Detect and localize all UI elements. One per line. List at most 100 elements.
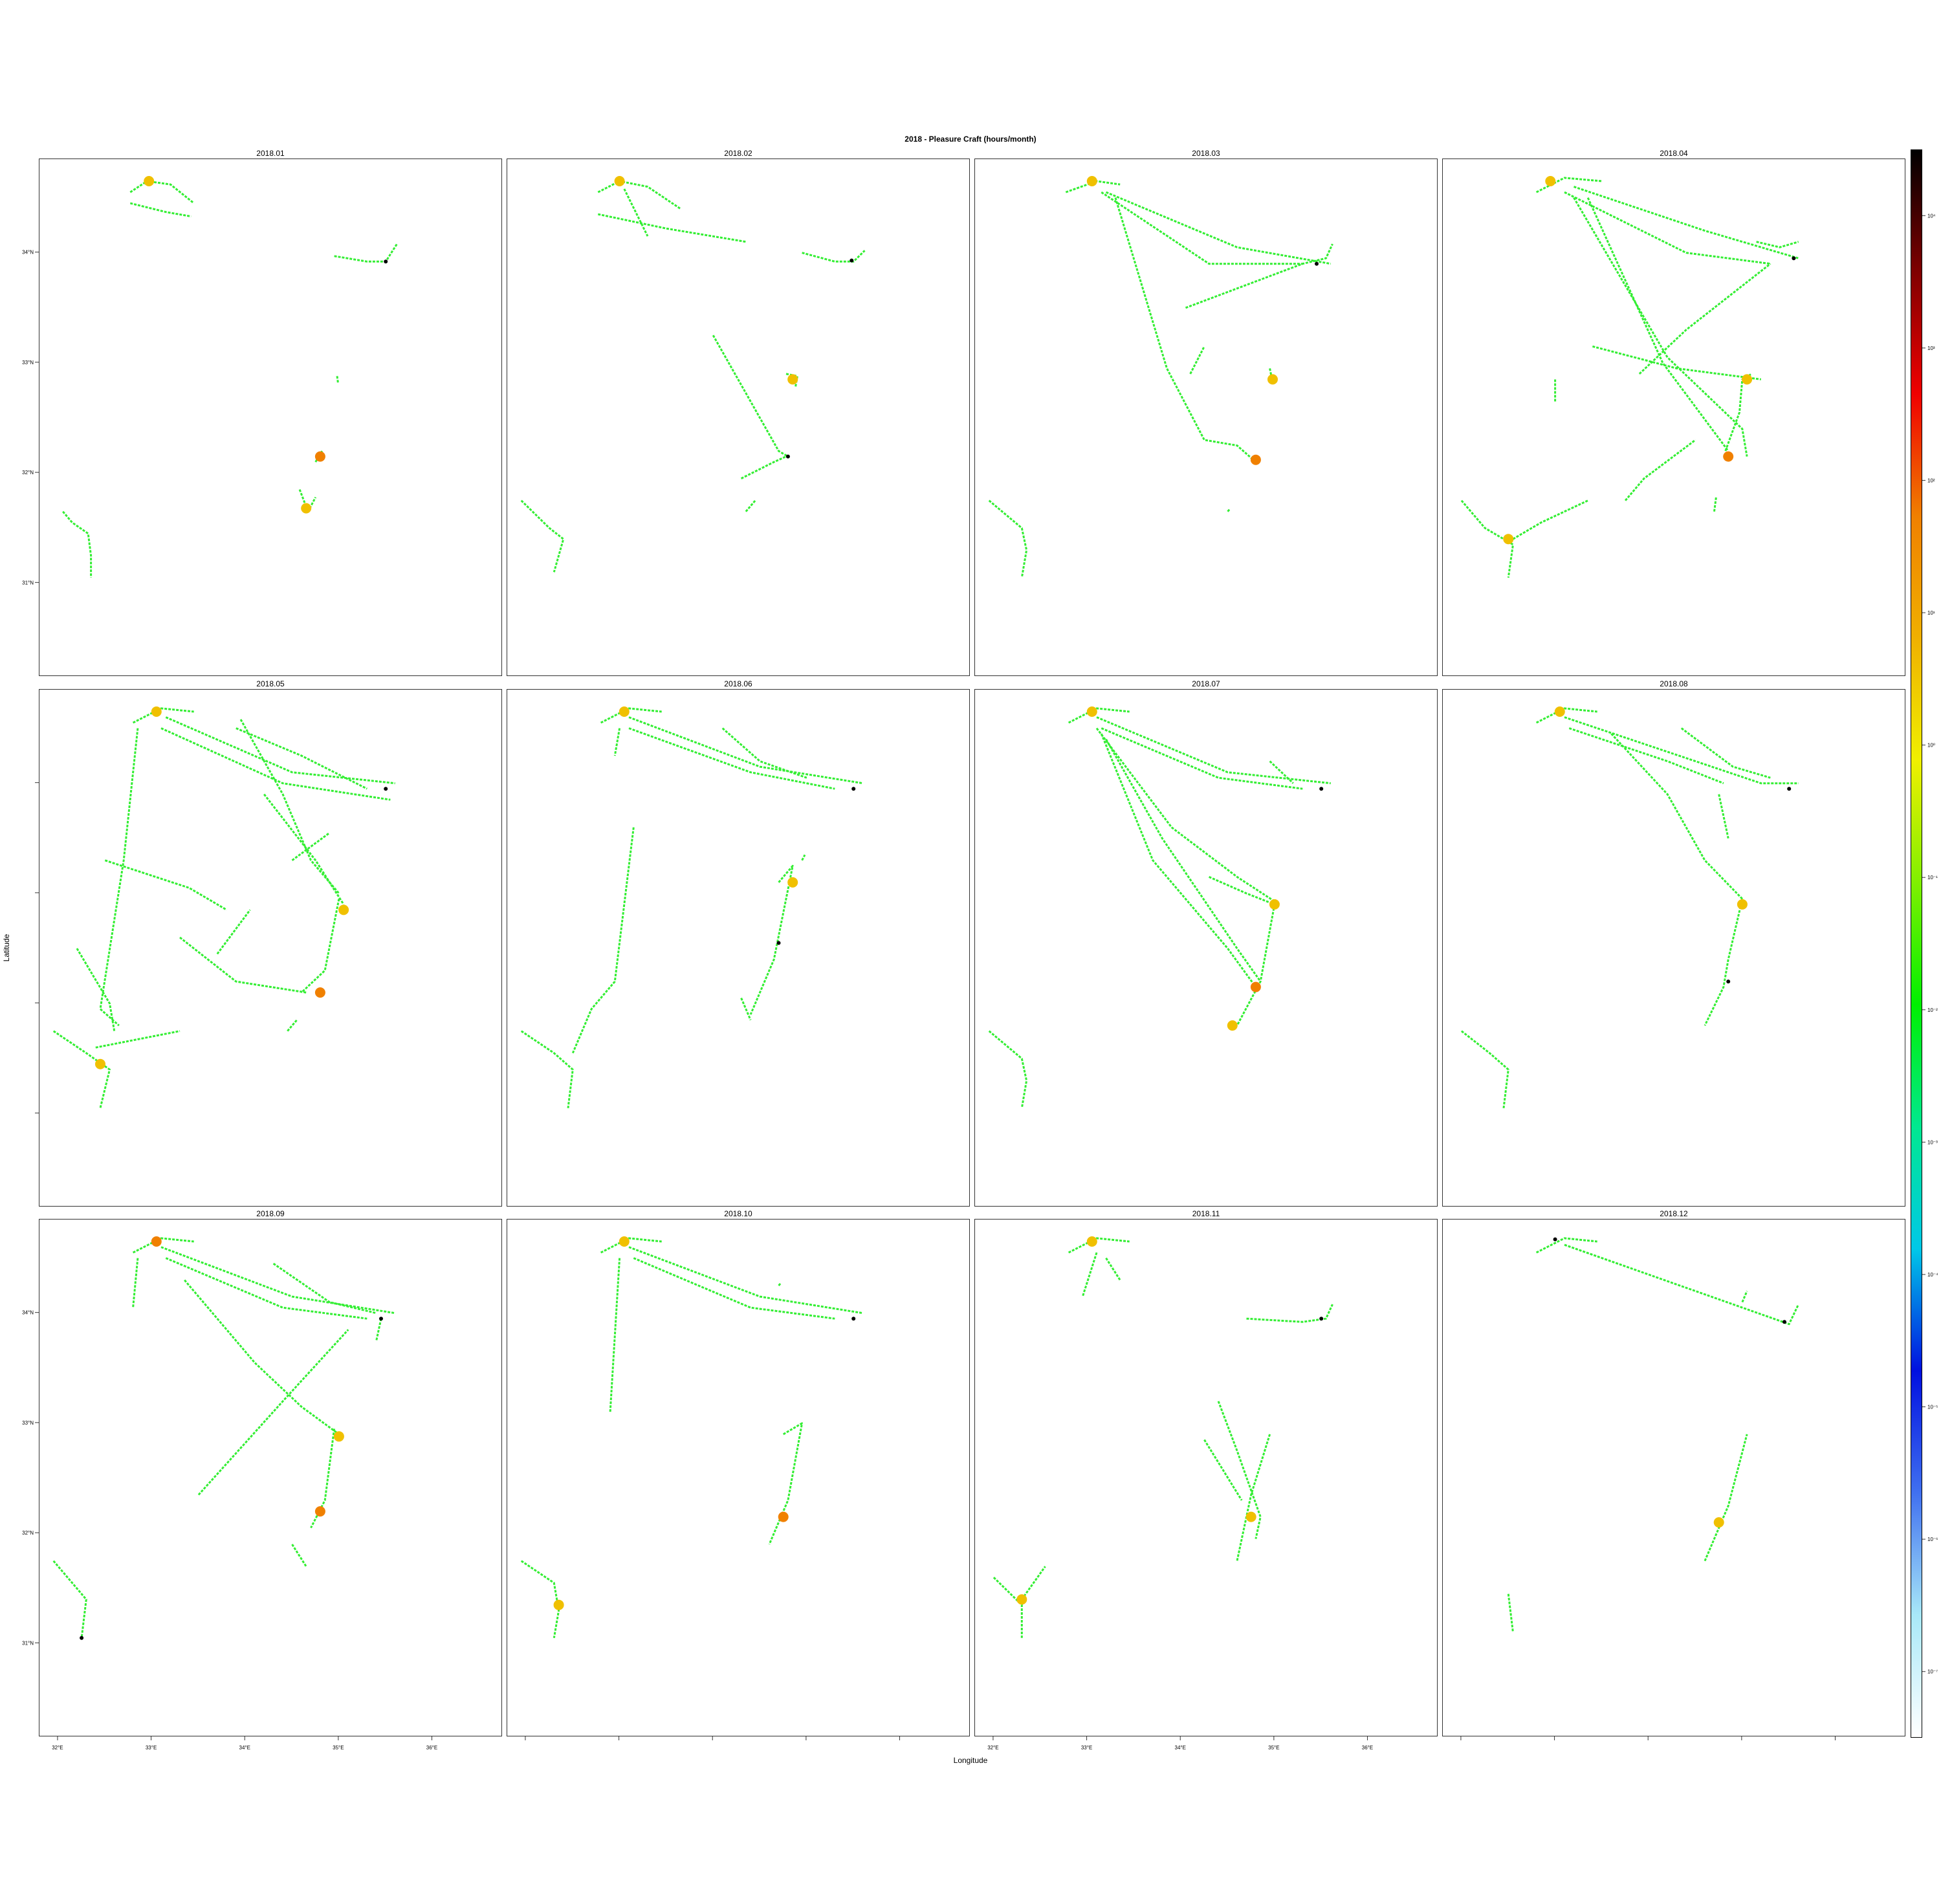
vessel-track <box>1592 345 1761 380</box>
vessel-track <box>633 1257 835 1320</box>
vessel-track <box>76 948 116 1031</box>
panel-plot <box>520 176 866 573</box>
vessel-track <box>1724 373 1753 452</box>
vessel-track <box>712 334 789 457</box>
colorbar-tick-label: 10⁻⁵ <box>1927 1405 1938 1410</box>
density-hotspot <box>1227 1020 1238 1031</box>
density-hotspot <box>338 904 349 915</box>
panel-plot <box>520 706 863 1108</box>
density-hotspot <box>1086 706 1097 717</box>
y-tick-label: 33°N <box>22 1420 34 1426</box>
map-panel-2018.07 <box>974 689 1438 1207</box>
density-hotspot <box>1737 899 1748 910</box>
vessel-track <box>992 1577 1023 1638</box>
vessel-track <box>1573 197 1748 457</box>
vessel-track <box>1101 191 1303 265</box>
panel-plot <box>520 1236 863 1639</box>
vessel-track <box>740 998 752 1021</box>
vessel-track <box>104 859 228 911</box>
density-hotspot <box>384 259 388 264</box>
map-panel-2018.09 <box>39 1219 502 1736</box>
vessel-track <box>623 188 649 237</box>
vessel-track <box>179 936 307 994</box>
panel-title: 2018.12 <box>1660 1209 1688 1218</box>
density-hotspot <box>1016 1594 1027 1605</box>
vessel-track <box>375 1318 382 1341</box>
y-tick-label: 31°N <box>22 1640 34 1646</box>
vessel-track <box>1269 760 1294 784</box>
vessel-track <box>520 499 565 573</box>
colorbar-tick-label: 10⁻² <box>1927 1007 1938 1013</box>
colorbar-tick-label: 10² <box>1927 477 1935 483</box>
vessel-track <box>132 1237 194 1254</box>
density-hotspot <box>1319 787 1324 791</box>
x-tick-label: 36°E <box>426 1745 437 1751</box>
density-hotspot <box>1315 261 1319 266</box>
panel-title: 2018.01 <box>256 149 285 158</box>
vessel-track <box>1718 794 1729 839</box>
vessel-track <box>1100 733 1257 988</box>
vessel-track <box>334 243 398 263</box>
x-tick-label: 35°E <box>333 1745 344 1751</box>
vessel-track <box>239 719 340 894</box>
vessel-track <box>1227 509 1231 512</box>
density-hotspot <box>1787 787 1792 791</box>
density-hotspot <box>1319 1317 1324 1321</box>
vessel-track <box>571 827 635 1054</box>
x-tick-label: 36°E <box>1362 1745 1373 1751</box>
density-hotspot <box>384 787 388 791</box>
vessel-track <box>600 707 662 724</box>
density-hotspot <box>553 1599 564 1610</box>
density-hotspot <box>1267 374 1278 385</box>
vessel-track <box>1680 727 1771 779</box>
colorbar-tick-label: 10¹ <box>1927 610 1935 616</box>
vessel-track <box>1756 241 1799 248</box>
panel-title: 2018.03 <box>1192 149 1220 158</box>
x-tick-label: 33°E <box>146 1745 157 1751</box>
x-axis-title: Longitude <box>953 1756 988 1765</box>
vessel-track <box>197 1329 349 1496</box>
map-panel-2018.08 <box>1442 689 1905 1207</box>
vessel-track <box>520 1560 560 1639</box>
density-hotspot <box>850 258 854 263</box>
panel-title: 2018.07 <box>1192 679 1220 688</box>
vessel-track <box>263 793 345 905</box>
panel-plot <box>1460 176 1799 578</box>
vessel-track <box>129 202 192 217</box>
vessel-track <box>1101 727 1303 790</box>
density-hotspot <box>314 987 325 998</box>
vessel-track <box>95 1030 181 1049</box>
vessel-track <box>1021 1566 1046 1601</box>
density-hotspot <box>851 787 856 791</box>
density-hotspot <box>1782 1320 1786 1324</box>
panel-plot <box>1460 706 1799 1108</box>
vessel-track <box>768 1422 804 1545</box>
vessel-track <box>160 727 391 801</box>
vessel-track <box>1068 1237 1130 1254</box>
vessel-track <box>1535 707 1597 724</box>
vessel-track <box>336 376 339 383</box>
vessel-track <box>1713 497 1717 512</box>
colorbar-tick-label: 10³ <box>1927 345 1935 351</box>
vessel-track <box>1460 1030 1509 1108</box>
map-panel-2018.11 <box>974 1219 1438 1736</box>
density-hotspot <box>785 454 790 459</box>
vessel-track <box>988 499 1028 578</box>
vessel-track <box>1095 727 1280 906</box>
vessel-track <box>272 1262 377 1315</box>
vessel-track <box>1741 1291 1748 1303</box>
map-panel-2018.03 <box>974 159 1438 676</box>
vessel-track <box>1624 439 1696 501</box>
vessel-track <box>609 1258 621 1412</box>
vessel-track <box>721 727 807 779</box>
colorbar-tick-label: 10⁻³ <box>1927 1139 1938 1145</box>
density-hotspot <box>619 1236 630 1247</box>
vessel-track <box>1564 716 1799 785</box>
vessel-track <box>287 1019 298 1032</box>
vessel-track <box>628 716 863 785</box>
map-panel-2018.10 <box>507 1219 970 1736</box>
vessel-track <box>1068 707 1130 724</box>
vessel-track <box>160 1246 395 1315</box>
vessel-track <box>1535 1237 1597 1254</box>
density-hotspot <box>1269 899 1280 910</box>
